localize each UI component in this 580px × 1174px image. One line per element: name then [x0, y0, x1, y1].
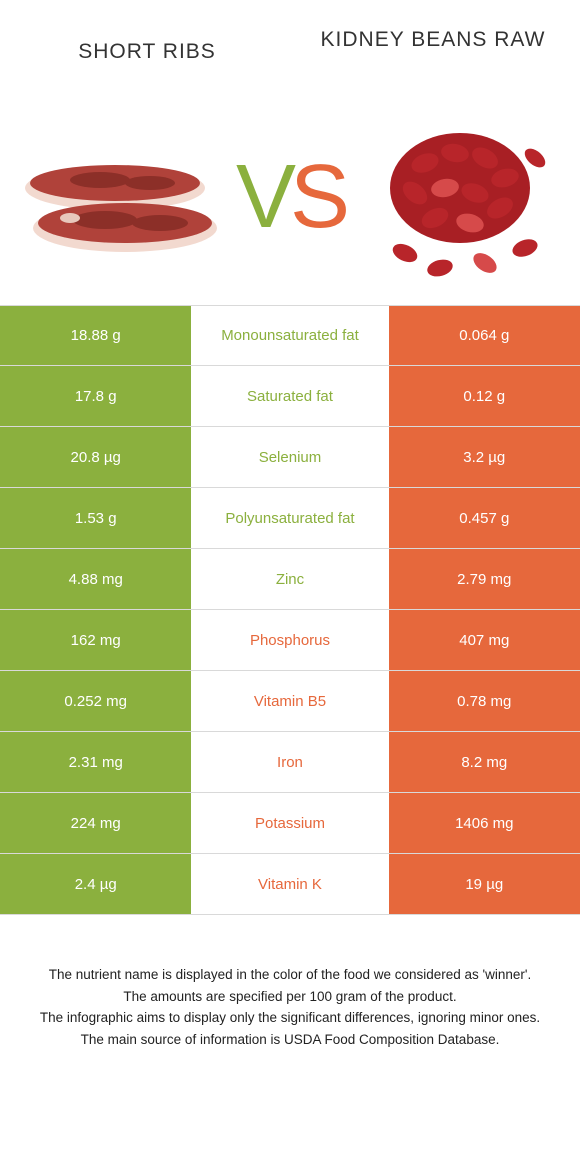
- short-ribs-image: [20, 113, 220, 283]
- left-value: 2.31 mg: [0, 732, 191, 792]
- nutrient-label: Saturated fat: [191, 366, 388, 426]
- left-value: 1.53 g: [0, 488, 191, 548]
- footer-notes: The nutrient name is displayed in the co…: [0, 915, 580, 1049]
- table-row: 162 mgPhosphorus407 mg: [0, 610, 580, 671]
- nutrient-label: Zinc: [191, 549, 388, 609]
- right-food-title: Kidney beans raw: [316, 20, 550, 52]
- footer-line-4: The main source of information is USDA F…: [30, 1030, 550, 1050]
- table-row: 4.88 mgZinc2.79 mg: [0, 549, 580, 610]
- header: Short ribs Kidney beans raw: [0, 0, 580, 90]
- table-row: 1.53 gPolyunsaturated fat0.457 g: [0, 488, 580, 549]
- right-value: 3.2 µg: [389, 427, 580, 487]
- right-value: 0.12 g: [389, 366, 580, 426]
- nutrient-label: Vitamin K: [191, 854, 388, 914]
- table-row: 20.8 µgSelenium3.2 µg: [0, 427, 580, 488]
- table-row: 2.4 µgVitamin K19 µg: [0, 854, 580, 915]
- left-value: 162 mg: [0, 610, 191, 670]
- left-value: 2.4 µg: [0, 854, 191, 914]
- right-value: 8.2 mg: [389, 732, 580, 792]
- right-value: 19 µg: [389, 854, 580, 914]
- vs-letter-s: S: [290, 146, 344, 249]
- images-row: VS: [0, 90, 580, 305]
- table-row: 224 mgPotassium1406 mg: [0, 793, 580, 854]
- left-food-title: Short ribs: [30, 20, 264, 64]
- left-value: 18.88 g: [0, 306, 191, 365]
- left-value: 17.8 g: [0, 366, 191, 426]
- right-value: 0.064 g: [389, 306, 580, 365]
- kidney-beans-image: [360, 113, 560, 283]
- right-value: 407 mg: [389, 610, 580, 670]
- right-value: 1406 mg: [389, 793, 580, 853]
- table-row: 2.31 mgIron8.2 mg: [0, 732, 580, 793]
- table-row: 18.88 gMonounsaturated fat0.064 g: [0, 305, 580, 366]
- table-row: 17.8 gSaturated fat0.12 g: [0, 366, 580, 427]
- right-value: 0.78 mg: [389, 671, 580, 731]
- nutrient-label: Vitamin B5: [191, 671, 388, 731]
- footer-line-1: The nutrient name is displayed in the co…: [30, 965, 550, 985]
- left-value: 224 mg: [0, 793, 191, 853]
- comparison-table: 18.88 gMonounsaturated fat0.064 g17.8 gS…: [0, 305, 580, 915]
- footer-line-3: The infographic aims to display only the…: [30, 1008, 550, 1028]
- left-value: 0.252 mg: [0, 671, 191, 731]
- footer-line-2: The amounts are specified per 100 gram o…: [30, 987, 550, 1007]
- left-value: 20.8 µg: [0, 427, 191, 487]
- table-row: 0.252 mgVitamin B50.78 mg: [0, 671, 580, 732]
- right-value: 0.457 g: [389, 488, 580, 548]
- nutrient-label: Phosphorus: [191, 610, 388, 670]
- right-value: 2.79 mg: [389, 549, 580, 609]
- vs-label: VS: [236, 146, 344, 249]
- nutrient-label: Polyunsaturated fat: [191, 488, 388, 548]
- nutrient-label: Monounsaturated fat: [191, 306, 388, 365]
- nutrient-label: Selenium: [191, 427, 388, 487]
- left-value: 4.88 mg: [0, 549, 191, 609]
- nutrient-label: Iron: [191, 732, 388, 792]
- nutrient-label: Potassium: [191, 793, 388, 853]
- vs-letter-v: V: [236, 146, 290, 249]
